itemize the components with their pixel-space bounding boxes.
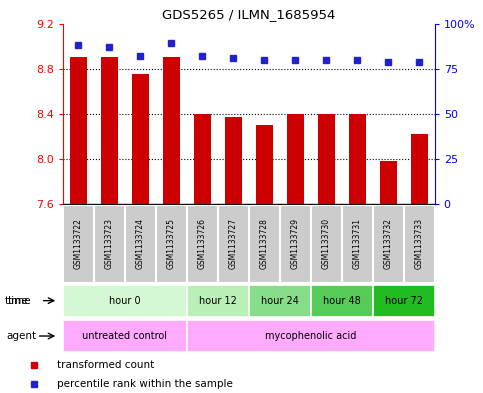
Text: hour 48: hour 48 — [323, 296, 361, 306]
Text: GSM1133727: GSM1133727 — [229, 218, 238, 269]
Text: GSM1133729: GSM1133729 — [291, 218, 300, 269]
Bar — [132, 74, 149, 204]
Bar — [156, 205, 186, 282]
Bar — [342, 205, 372, 282]
Text: transformed count: transformed count — [57, 360, 155, 370]
Text: GSM1133730: GSM1133730 — [322, 218, 331, 269]
Bar — [411, 134, 428, 204]
Bar — [70, 57, 87, 204]
Bar — [249, 285, 311, 317]
Text: GSM1133733: GSM1133733 — [415, 218, 424, 269]
Bar — [280, 205, 310, 282]
Bar — [63, 320, 187, 352]
Bar — [256, 125, 273, 204]
Text: hour 72: hour 72 — [384, 296, 423, 306]
Bar — [163, 57, 180, 204]
Bar — [101, 57, 118, 204]
Bar — [380, 162, 397, 204]
Text: percentile rank within the sample: percentile rank within the sample — [57, 379, 233, 389]
Text: time: time — [8, 296, 31, 306]
Bar — [318, 114, 335, 204]
Text: hour 0: hour 0 — [109, 296, 141, 306]
Text: GSM1133728: GSM1133728 — [260, 218, 269, 269]
Bar — [287, 114, 304, 204]
Bar — [94, 205, 124, 282]
Text: agent: agent — [6, 331, 36, 341]
Text: GSM1133722: GSM1133722 — [74, 218, 83, 269]
Text: GSM1133724: GSM1133724 — [136, 218, 145, 269]
Title: GDS5265 / ILMN_1685954: GDS5265 / ILMN_1685954 — [162, 8, 335, 21]
Bar — [187, 205, 217, 282]
Bar — [404, 205, 434, 282]
Bar — [311, 285, 373, 317]
Text: GSM1133723: GSM1133723 — [105, 218, 114, 269]
Bar — [63, 205, 93, 282]
Bar — [249, 205, 279, 282]
Bar — [126, 205, 155, 282]
Bar — [194, 114, 211, 204]
Bar — [63, 285, 187, 317]
Bar — [373, 285, 435, 317]
Text: GSM1133725: GSM1133725 — [167, 218, 176, 269]
Bar — [373, 205, 403, 282]
Text: GSM1133726: GSM1133726 — [198, 218, 207, 269]
Bar — [187, 320, 435, 352]
Bar — [349, 114, 366, 204]
Bar — [225, 118, 242, 204]
Bar — [218, 205, 248, 282]
Text: hour 12: hour 12 — [199, 296, 237, 306]
Text: mycophenolic acid: mycophenolic acid — [265, 331, 356, 341]
Text: GSM1133732: GSM1133732 — [384, 218, 393, 269]
Text: GSM1133731: GSM1133731 — [353, 218, 362, 269]
Text: time: time — [5, 296, 28, 306]
Text: hour 24: hour 24 — [261, 296, 298, 306]
Text: untreated control: untreated control — [82, 331, 167, 341]
Bar — [312, 205, 341, 282]
Bar — [187, 285, 249, 317]
